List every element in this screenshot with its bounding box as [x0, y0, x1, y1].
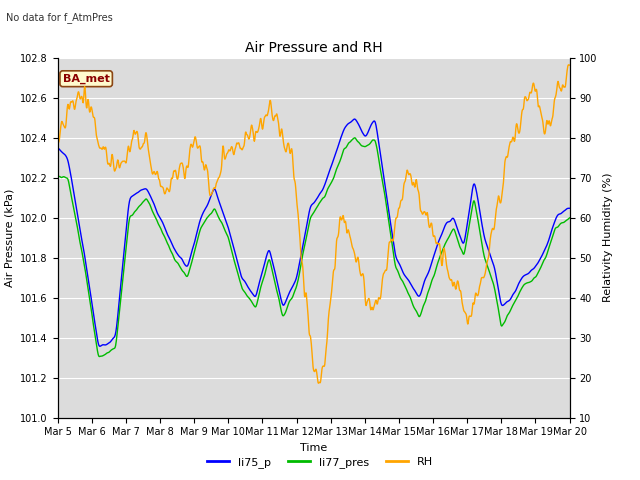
Text: BA_met: BA_met	[63, 73, 109, 84]
Y-axis label: Relativity Humidity (%): Relativity Humidity (%)	[604, 173, 613, 302]
Title: Air Pressure and RH: Air Pressure and RH	[244, 41, 383, 55]
Y-axis label: Air Pressure (kPa): Air Pressure (kPa)	[4, 189, 15, 287]
Text: No data for f_AtmPres: No data for f_AtmPres	[6, 12, 113, 23]
X-axis label: Time: Time	[300, 443, 327, 453]
Legend: li75_p, li77_pres, RH: li75_p, li77_pres, RH	[203, 452, 437, 472]
